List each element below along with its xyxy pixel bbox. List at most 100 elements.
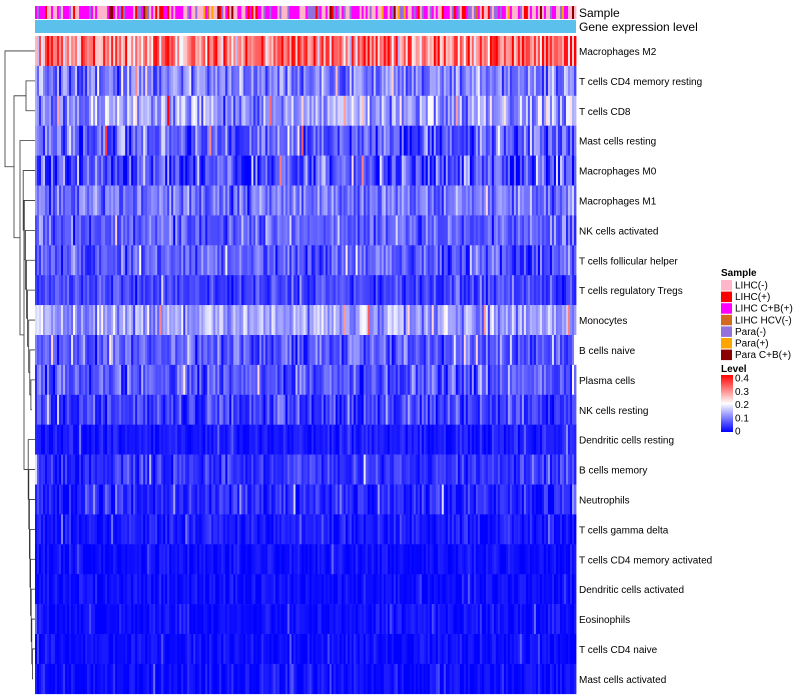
heatmap-row — [35, 364, 577, 396]
heatmap-cell — [353, 65, 356, 97]
heatmap-cell — [449, 65, 453, 97]
heatmap-cell — [259, 125, 262, 156]
heatmap-cell — [299, 185, 302, 216]
heatmap-cell — [421, 155, 425, 186]
heatmap-cell — [263, 215, 266, 246]
heatmap-cell — [455, 245, 459, 276]
heatmap-cell — [247, 36, 250, 67]
heatmap-cell — [561, 335, 565, 366]
heatmap-cell — [457, 275, 461, 306]
heatmap-cell — [281, 95, 284, 126]
heatmap-cell — [481, 155, 485, 186]
heatmap-cell — [315, 65, 318, 97]
heatmap-cell — [385, 275, 389, 306]
heatmap-cell — [329, 65, 332, 97]
heatmap-cell — [67, 125, 70, 156]
heatmap-cell — [273, 185, 276, 216]
heatmap-cell — [209, 155, 212, 186]
heatmap-cell — [355, 185, 358, 216]
heatmap-cell — [203, 155, 206, 186]
heatmap-cell — [439, 275, 443, 306]
heatmap-cell — [413, 185, 417, 216]
heatmap-cell — [357, 335, 360, 366]
heatmap-cell — [113, 245, 116, 276]
heatmap-cell — [215, 36, 218, 67]
heatmap-cell — [275, 65, 278, 97]
heatmap-cell — [387, 155, 391, 186]
heatmap-cell — [143, 305, 146, 336]
heatmap-cell — [205, 245, 208, 276]
heatmap-cell — [549, 155, 553, 186]
heatmap-cell — [297, 245, 300, 276]
heatmap-cell — [45, 245, 48, 276]
heatmap-cell — [569, 155, 573, 186]
heatmap-cell — [265, 125, 268, 156]
heatmap-cell — [49, 65, 52, 97]
heatmap-cell — [507, 125, 511, 156]
heatmap-cell — [205, 125, 208, 156]
heatmap-cell — [39, 335, 42, 366]
heatmap-cell — [381, 125, 385, 156]
heatmap-cell — [211, 245, 214, 276]
heatmap-cell — [469, 36, 473, 67]
heatmap-cell — [435, 215, 439, 246]
heatmap-cell — [333, 155, 336, 186]
heatmap-cell — [363, 335, 367, 366]
heatmap-cell — [79, 65, 82, 97]
heatmap-cell — [461, 95, 465, 126]
heatmap-cell — [171, 335, 174, 366]
heatmap-cell — [359, 36, 362, 67]
heatmap-cell — [509, 185, 513, 216]
heatmap-cell — [59, 95, 62, 126]
heatmap-cell — [91, 185, 94, 216]
heatmap-cell — [343, 305, 346, 336]
heatmap-cell — [195, 125, 198, 156]
heatmap-cell — [133, 185, 136, 216]
heatmap-cell — [567, 335, 571, 366]
heatmap-cell — [235, 95, 238, 126]
heatmap-cell — [219, 185, 222, 216]
heatmap-cell — [429, 125, 433, 156]
heatmap-cell — [217, 185, 220, 216]
heatmap-cell — [383, 65, 387, 97]
heatmap-cell — [241, 275, 244, 306]
heatmap-cell — [525, 125, 529, 156]
heatmap-cell — [241, 95, 244, 126]
heatmap-cell — [345, 245, 348, 276]
heatmap-cell — [399, 155, 403, 186]
heatmap-cell — [73, 215, 76, 246]
heatmap-cell — [231, 125, 234, 156]
heatmap-cell — [173, 275, 176, 306]
heatmap-cell — [347, 305, 350, 336]
heatmap-row — [35, 454, 577, 485]
heatmap-cell — [574, 514, 577, 545]
heatmap-cell — [463, 36, 467, 67]
heatmap-cell — [537, 155, 541, 186]
heatmap-cell — [63, 215, 66, 246]
heatmap-cell — [411, 155, 415, 186]
heatmap-cell — [201, 275, 204, 306]
heatmap-cell — [515, 215, 519, 246]
heatmap-cell — [75, 335, 78, 366]
heatmap-cell — [189, 245, 192, 276]
heatmap-cell — [179, 305, 182, 336]
heatmap-cell — [217, 215, 220, 246]
heatmap-cell — [99, 335, 102, 366]
heatmap-cell — [119, 95, 122, 126]
heatmap-cell — [533, 245, 537, 276]
heatmap-cell — [149, 155, 152, 186]
heatmap-cell — [125, 245, 128, 276]
heatmap-cell — [221, 185, 224, 216]
heatmap-cell — [97, 245, 100, 276]
heatmap-cell — [107, 155, 110, 186]
heatmap-cell — [51, 36, 54, 67]
heatmap-cell — [543, 275, 547, 306]
heatmap-cell — [423, 275, 427, 306]
heatmap-cell — [399, 305, 403, 336]
heatmap-cell — [383, 335, 387, 366]
heatmap-cell — [125, 95, 128, 126]
heatmap-cell — [55, 364, 58, 396]
heatmap-cell — [101, 335, 104, 366]
heatmap-cell — [305, 245, 308, 276]
heatmap-cell — [541, 65, 545, 97]
